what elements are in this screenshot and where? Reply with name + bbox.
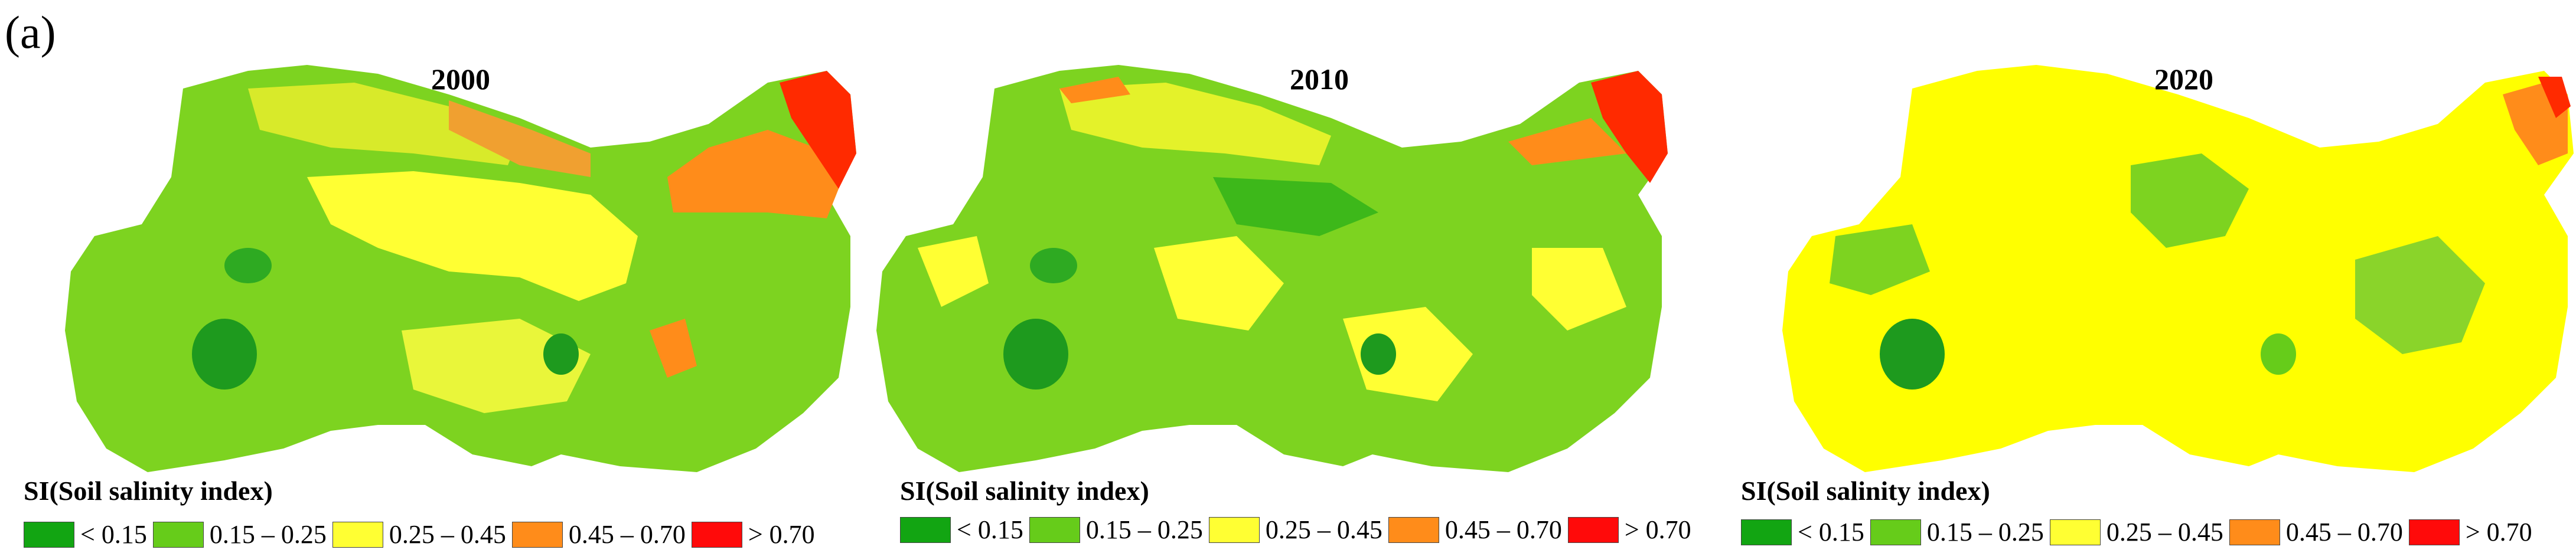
legend-item: < 0.15 [1741,517,1864,547]
legend-label: 0.45 – 0.70 [1444,515,1562,544]
legend-swatch [1741,519,1792,545]
map-panel-2020: 2020 SI(Soil salinity index) < 0.15 0.15… [1717,0,2576,553]
map-zone-yellow [248,83,520,165]
map-zone-yellow [1532,248,1626,331]
legend-title: SI(Soil salinity index) [24,476,273,506]
legend-swatch [1208,516,1260,543]
map-zone-yellow [1343,307,1473,401]
map-title-2020: 2020 [2154,63,2213,96]
map-zone-orange [1508,118,1626,165]
legend-item: 0.15 – 0.25 [1029,515,1203,545]
map-zone-green [2131,153,2249,248]
map-zone-darkgreen [224,248,272,283]
legend-label: > 0.70 [1624,515,1691,544]
legend-label: 0.15 – 0.25 [209,520,327,549]
legend-title: SI(Soil salinity index) [900,476,1149,506]
map-zone-darkgreen [1030,248,1077,283]
legend-swatch [900,516,951,543]
legend-label: 0.25 – 0.45 [2106,518,2223,547]
legend-label: < 0.15 [1798,518,1864,547]
legend-swatch [24,521,74,548]
legend-label: 0.45 – 0.70 [568,520,686,549]
map-zone-yellow [1059,83,1331,165]
map-panel-2000: 2000 SI(Soil salinity index) < 0.15 0.15… [0,0,859,553]
legend-label: 0.45 – 0.70 [2285,518,2403,547]
legend-item: 0.25 – 0.45 [2049,517,2223,547]
map-zone-green [2355,236,2485,354]
salinity-map-2000 [65,65,856,472]
map-zone-yellow [918,236,989,307]
legend-swatch [1870,519,1921,545]
legend-item: 0.45 – 0.70 [2229,517,2403,547]
legend-swatch [1567,516,1619,543]
legend-item: 0.15 – 0.25 [1870,517,2044,547]
legend-label: 0.15 – 0.25 [1926,518,2044,547]
legend-swatch [511,521,563,548]
map-zone-orange [1059,77,1130,103]
legend-item: 0.25 – 0.45 [332,519,506,549]
legend-swatch [691,521,742,548]
map-landmass [876,65,1668,472]
salinity-map-2010 [876,65,1668,472]
legend-label: > 0.70 [748,520,815,549]
map-zone-green [2261,333,2296,375]
map-zone-yellow [307,171,638,301]
map-panel-2010: 2010 SI(Soil salinity index) < 0.15 0.15… [859,0,1717,553]
salinity-map-2020 [1782,65,2574,472]
map-zone-darkgreen [1880,319,1945,390]
legend-label: < 0.15 [80,520,147,549]
legend-label: < 0.15 [957,515,1023,544]
map-zone-orange [449,100,591,177]
legend-item: 0.45 – 0.70 [511,519,686,549]
legend-item: > 0.70 [1567,515,1691,545]
legend-swatch [2229,519,2280,545]
legend-swatch [1388,516,1439,543]
legend-item: 0.25 – 0.45 [1208,515,1382,545]
panel-label: (a) [5,6,56,58]
legend-label: 0.15 – 0.25 [1085,515,1203,544]
map-zone-darkgreen [192,319,257,390]
map-zone-darkgreen [543,333,579,375]
legend-item: < 0.15 [24,519,147,549]
legend-item: < 0.15 [900,515,1023,545]
legend-title: SI(Soil salinity index) [1741,476,1990,506]
map-zone-darkgreen [1213,177,1378,236]
legend-item: > 0.70 [691,519,815,549]
map-zone-orange [650,319,697,378]
legend-label: > 0.70 [2465,518,2532,547]
map-zone-green [1830,224,1930,295]
legend-swatch [152,521,204,548]
legend-item: > 0.70 [2408,517,2532,547]
legend-swatch [1029,516,1080,543]
legend-swatch [2049,519,2101,545]
legend-swatch [332,521,383,548]
map-zone-yellow [1154,236,1284,331]
legend-row: < 0.15 0.15 – 0.25 0.25 – 0.45 0.45 – 0.… [1741,517,2538,547]
map-zone-yellow [402,319,591,413]
map-zone-red [1591,71,1668,183]
map-zone-red [2538,77,2571,118]
legend-item: 0.45 – 0.70 [1388,515,1562,545]
map-zone-darkgreen [1361,333,1396,375]
map-landmass [1782,65,2574,472]
map-title-2010: 2010 [1290,63,1349,96]
legend-row: < 0.15 0.15 – 0.25 0.25 – 0.45 0.45 – 0.… [24,519,821,549]
legend-row: < 0.15 0.15 – 0.25 0.25 – 0.45 0.45 – 0.… [900,515,1697,545]
legend-label: 0.25 – 0.45 [1265,515,1382,544]
legend-label: 0.25 – 0.45 [389,520,506,549]
legend-item: 0.15 – 0.25 [152,519,327,549]
map-title-2000: 2000 [431,63,490,96]
map-zone-red [780,71,856,189]
legend-swatch [2408,519,2460,545]
map-zone-darkgreen [1003,319,1068,390]
map-zone-orange [667,130,839,218]
